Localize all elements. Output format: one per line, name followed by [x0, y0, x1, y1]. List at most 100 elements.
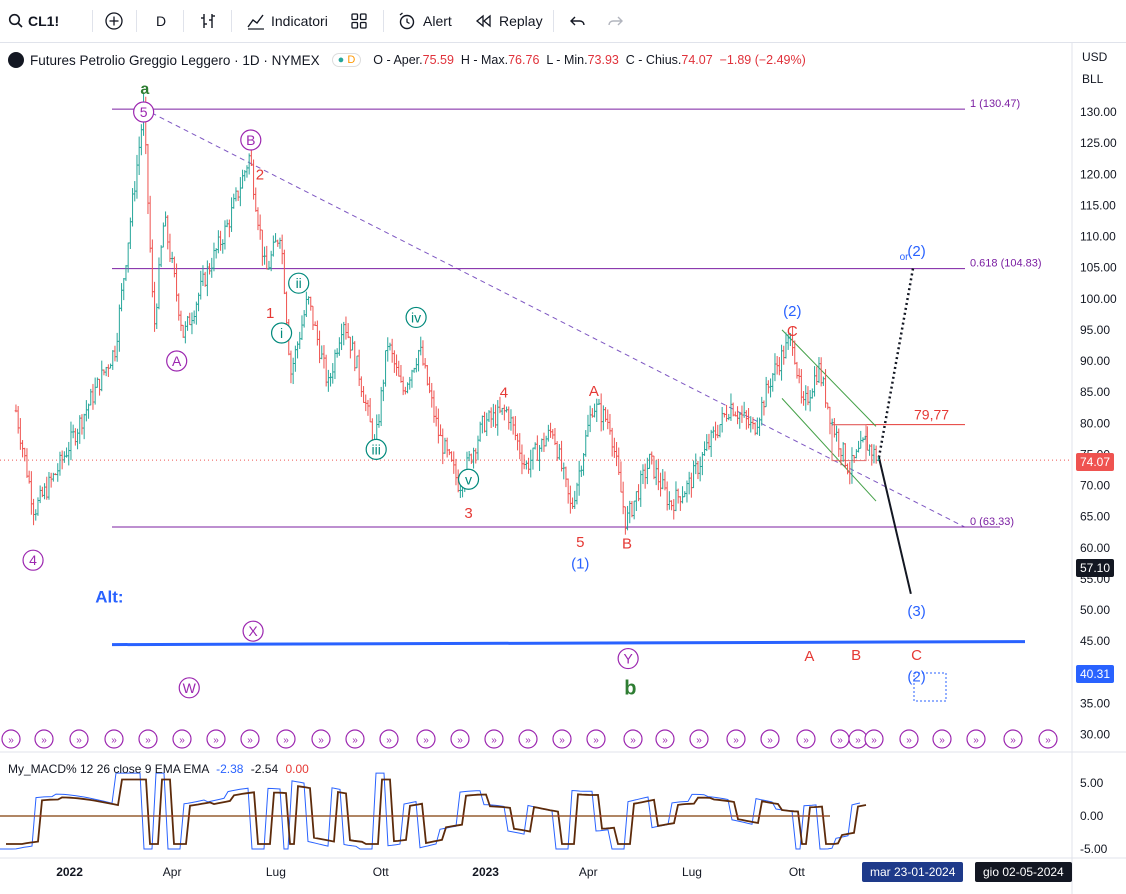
- event-marker-glyph: »: [111, 735, 117, 746]
- currency-button[interactable]: USD: [1082, 50, 1108, 64]
- y-tick-label: 100.00: [1080, 292, 1117, 306]
- event-marker-glyph: »: [179, 735, 185, 746]
- event-marker-glyph: »: [213, 735, 219, 746]
- event-marker-glyph: »: [630, 735, 636, 746]
- event-marker-glyph: »: [906, 735, 912, 746]
- chart-legend: Futures Petrolio Greggio Leggero · 1D · …: [8, 50, 806, 70]
- symbol-search-button[interactable]: CL1!: [8, 0, 59, 42]
- macd-legend: My_MACD% 12 26 close 9 EMA EMA -2.38 -2.…: [8, 762, 309, 776]
- wave-label-circle: [405, 306, 427, 329]
- wave-label: Alt:: [95, 588, 123, 607]
- cursor-date-tag: mar 23-01-2024: [862, 862, 964, 882]
- y-tick-label: 45.00: [1080, 634, 1110, 648]
- alert-label: Alert: [423, 13, 452, 29]
- event-marker-glyph: »: [76, 735, 82, 746]
- wave-label-circle: [166, 350, 188, 372]
- resistance-label: 79,77: [914, 407, 949, 423]
- event-marker-glyph: »: [525, 735, 531, 746]
- event-marker-glyph: »: [593, 735, 599, 746]
- wave-label: A: [172, 353, 182, 369]
- event-marker: [416, 729, 436, 749]
- wave-label-circle: [617, 647, 639, 670]
- top-toolbar: CL1! D Indicatori Alert Replay: [0, 0, 1126, 43]
- wave-label-circle: [288, 272, 310, 294]
- event-marker: [518, 729, 538, 749]
- wave-label: v: [465, 471, 472, 487]
- fib-level-label: 0.618 (104.83): [970, 258, 1042, 270]
- x-tick-label: Apr: [579, 865, 598, 879]
- rewind-icon: [475, 14, 491, 28]
- event-marker-glyph: »: [491, 735, 497, 746]
- macd-signal-line: [6, 778, 867, 845]
- chart-type-button[interactable]: [198, 0, 218, 42]
- y-tick-label: 30.00: [1080, 728, 1110, 742]
- event-marker: [586, 729, 606, 749]
- indicators-icon: [247, 14, 264, 30]
- event-marker: [104, 729, 124, 749]
- fib-level-label: 1 (130.47): [970, 98, 1020, 110]
- layouts-button[interactable]: [350, 0, 368, 42]
- symbol-label: CL1!: [28, 13, 60, 29]
- event-marker: [345, 729, 365, 749]
- last-price-tag: 74.07: [1075, 453, 1114, 471]
- wave-label: 2: [256, 166, 264, 183]
- unit-button[interactable]: BLL: [1082, 72, 1104, 86]
- wave-label: (3): [907, 603, 925, 620]
- event-marker: [138, 729, 158, 749]
- wave-label: iv: [411, 309, 421, 325]
- event-marker: [689, 729, 709, 749]
- interval-button[interactable]: D: [156, 13, 167, 29]
- exchange-logo-icon: [8, 52, 24, 68]
- event-marker-glyph: »: [939, 735, 945, 746]
- fib-level-label: 0 (63.33): [970, 516, 1014, 528]
- event-marker: [552, 729, 572, 749]
- replay-button[interactable]: Replay: [475, 0, 543, 42]
- projection-line: [877, 457, 912, 595]
- chart-title: Futures Petrolio Greggio Leggero · 1D · …: [30, 52, 320, 68]
- event-marker: [172, 729, 192, 749]
- y-tick-label: 85.00: [1080, 385, 1110, 399]
- level-price-tag: 40.31: [1075, 665, 1114, 683]
- event-marker: [484, 729, 504, 749]
- event-marker-glyph: »: [837, 735, 843, 746]
- wave-label: 1: [266, 305, 274, 322]
- event-marker-glyph: »: [318, 735, 324, 746]
- event-marker-glyph: »: [352, 735, 358, 746]
- range-box: [831, 424, 867, 462]
- y-tick-label: 125.00: [1080, 136, 1117, 150]
- indicators-button[interactable]: Indicatori: [246, 0, 328, 42]
- wave-label-circle: [365, 438, 387, 460]
- ohlc-values: O - Aper.75.59 H - Max.76.76 L - Min.73.…: [373, 53, 806, 67]
- macd-value-2: -2.54: [250, 762, 279, 776]
- crosshair-price-tag: 57.10: [1075, 559, 1114, 577]
- event-marker: [206, 729, 226, 749]
- x-tick-label: Ott: [373, 865, 390, 879]
- wave-label: (1): [571, 555, 589, 572]
- macd-tick-label: -5.00: [1080, 842, 1108, 856]
- alert-button[interactable]: Alert: [397, 0, 452, 42]
- y-tick-label: 80.00: [1080, 416, 1110, 430]
- event-marker: [1038, 729, 1058, 749]
- undo-button[interactable]: [569, 0, 587, 42]
- macd-line: [0, 772, 861, 850]
- macd-value-3: 0.00: [285, 762, 309, 776]
- wave-label: (2): [907, 669, 925, 686]
- y-tick-label: 70.00: [1080, 479, 1110, 493]
- event-marker: [623, 729, 643, 749]
- data-badge[interactable]: ● D: [331, 53, 362, 67]
- y-tick-label: 95.00: [1080, 323, 1110, 337]
- y-tick-label: 65.00: [1080, 510, 1110, 524]
- indicators-label: Indicatori: [271, 13, 328, 29]
- redo-button[interactable]: [606, 0, 624, 42]
- wave-label: B: [851, 647, 861, 664]
- wave-label-circle: [457, 468, 480, 490]
- event-marker: [726, 729, 746, 749]
- bars-chart-icon: [201, 14, 215, 28]
- y-tick-label: 130.00: [1080, 105, 1117, 119]
- macd-tick-label: 5.00: [1080, 776, 1104, 790]
- wave-label-circle: [133, 101, 155, 123]
- wave-label: or: [900, 252, 910, 263]
- event-marker-glyph: »: [733, 735, 739, 746]
- compare-button[interactable]: [104, 0, 124, 42]
